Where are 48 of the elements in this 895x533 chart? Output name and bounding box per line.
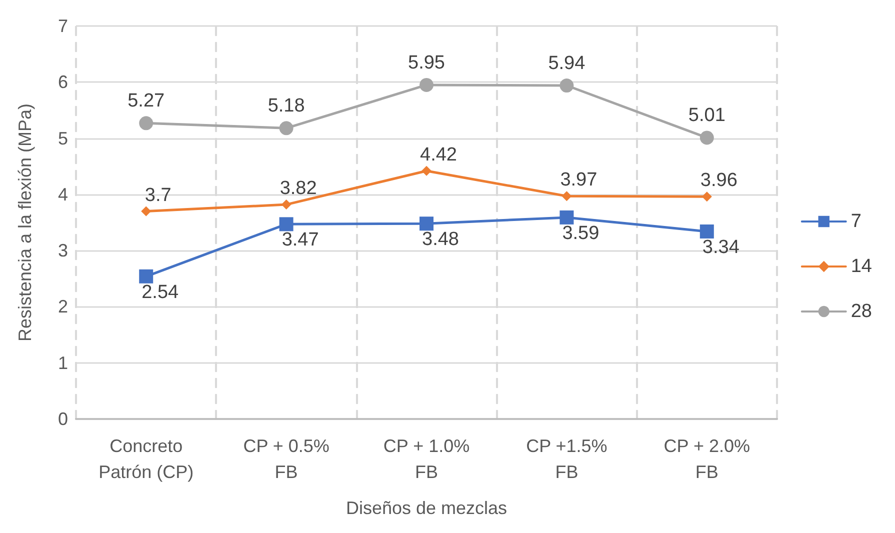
data-label: 3.97 xyxy=(560,170,598,191)
x-tick-label: CP + 1.0% FB xyxy=(383,436,470,482)
legend-label: 7 xyxy=(850,211,862,232)
point xyxy=(562,191,572,202)
x-tick-label: CP +1.5% FB xyxy=(526,436,608,482)
point xyxy=(139,116,154,130)
data-label: 5.18 xyxy=(268,96,305,117)
y-tick-label: 1 xyxy=(58,352,68,373)
point xyxy=(560,210,574,224)
point xyxy=(700,130,714,145)
point xyxy=(279,121,294,136)
data-label: 3.34 xyxy=(702,236,740,258)
point xyxy=(281,200,292,210)
data-label: 3.59 xyxy=(562,222,600,244)
data-label: 4.42 xyxy=(420,144,457,166)
data-label: 3.96 xyxy=(700,170,738,192)
y-tick-label: 6 xyxy=(58,72,68,92)
point xyxy=(422,166,432,176)
data-label: 3.47 xyxy=(282,230,319,251)
data-label: 5.95 xyxy=(408,52,445,74)
data-label: 5.27 xyxy=(128,90,165,112)
y-tick-label: 2 xyxy=(58,296,68,317)
data-label: 3.7 xyxy=(144,184,172,206)
legend-label: 28 xyxy=(850,301,872,322)
data-label: 3.82 xyxy=(280,178,317,200)
y-tick-label: 3 xyxy=(58,240,68,261)
y-tick-label: 0 xyxy=(58,409,68,429)
point xyxy=(420,216,434,231)
point xyxy=(139,269,154,284)
data-label: 3.48 xyxy=(422,229,459,250)
x-tick-label: CP + 0.5% FB xyxy=(243,436,330,482)
point xyxy=(560,78,574,93)
point xyxy=(702,192,712,202)
point xyxy=(700,224,714,238)
legend-label: 14 xyxy=(850,256,872,277)
x-tick-label: CP + 2.0% FB xyxy=(664,436,750,482)
data-label: 2.54 xyxy=(142,282,180,303)
data-label: 5.01 xyxy=(688,105,726,126)
y-tick-label: 4 xyxy=(58,184,68,204)
x-tick-label: Concreto Patrón (CP) xyxy=(98,436,194,482)
data-label: 5.94 xyxy=(548,53,586,74)
y-tick-label: 7 xyxy=(58,16,68,36)
point xyxy=(141,206,152,216)
point xyxy=(279,217,294,232)
point xyxy=(420,78,434,92)
y-axis-title: Resistencia a la flexión (MPa) xyxy=(15,103,35,342)
y-tick-label: 5 xyxy=(58,128,68,148)
x-axis-title: Diseños de mezclas xyxy=(346,498,508,518)
